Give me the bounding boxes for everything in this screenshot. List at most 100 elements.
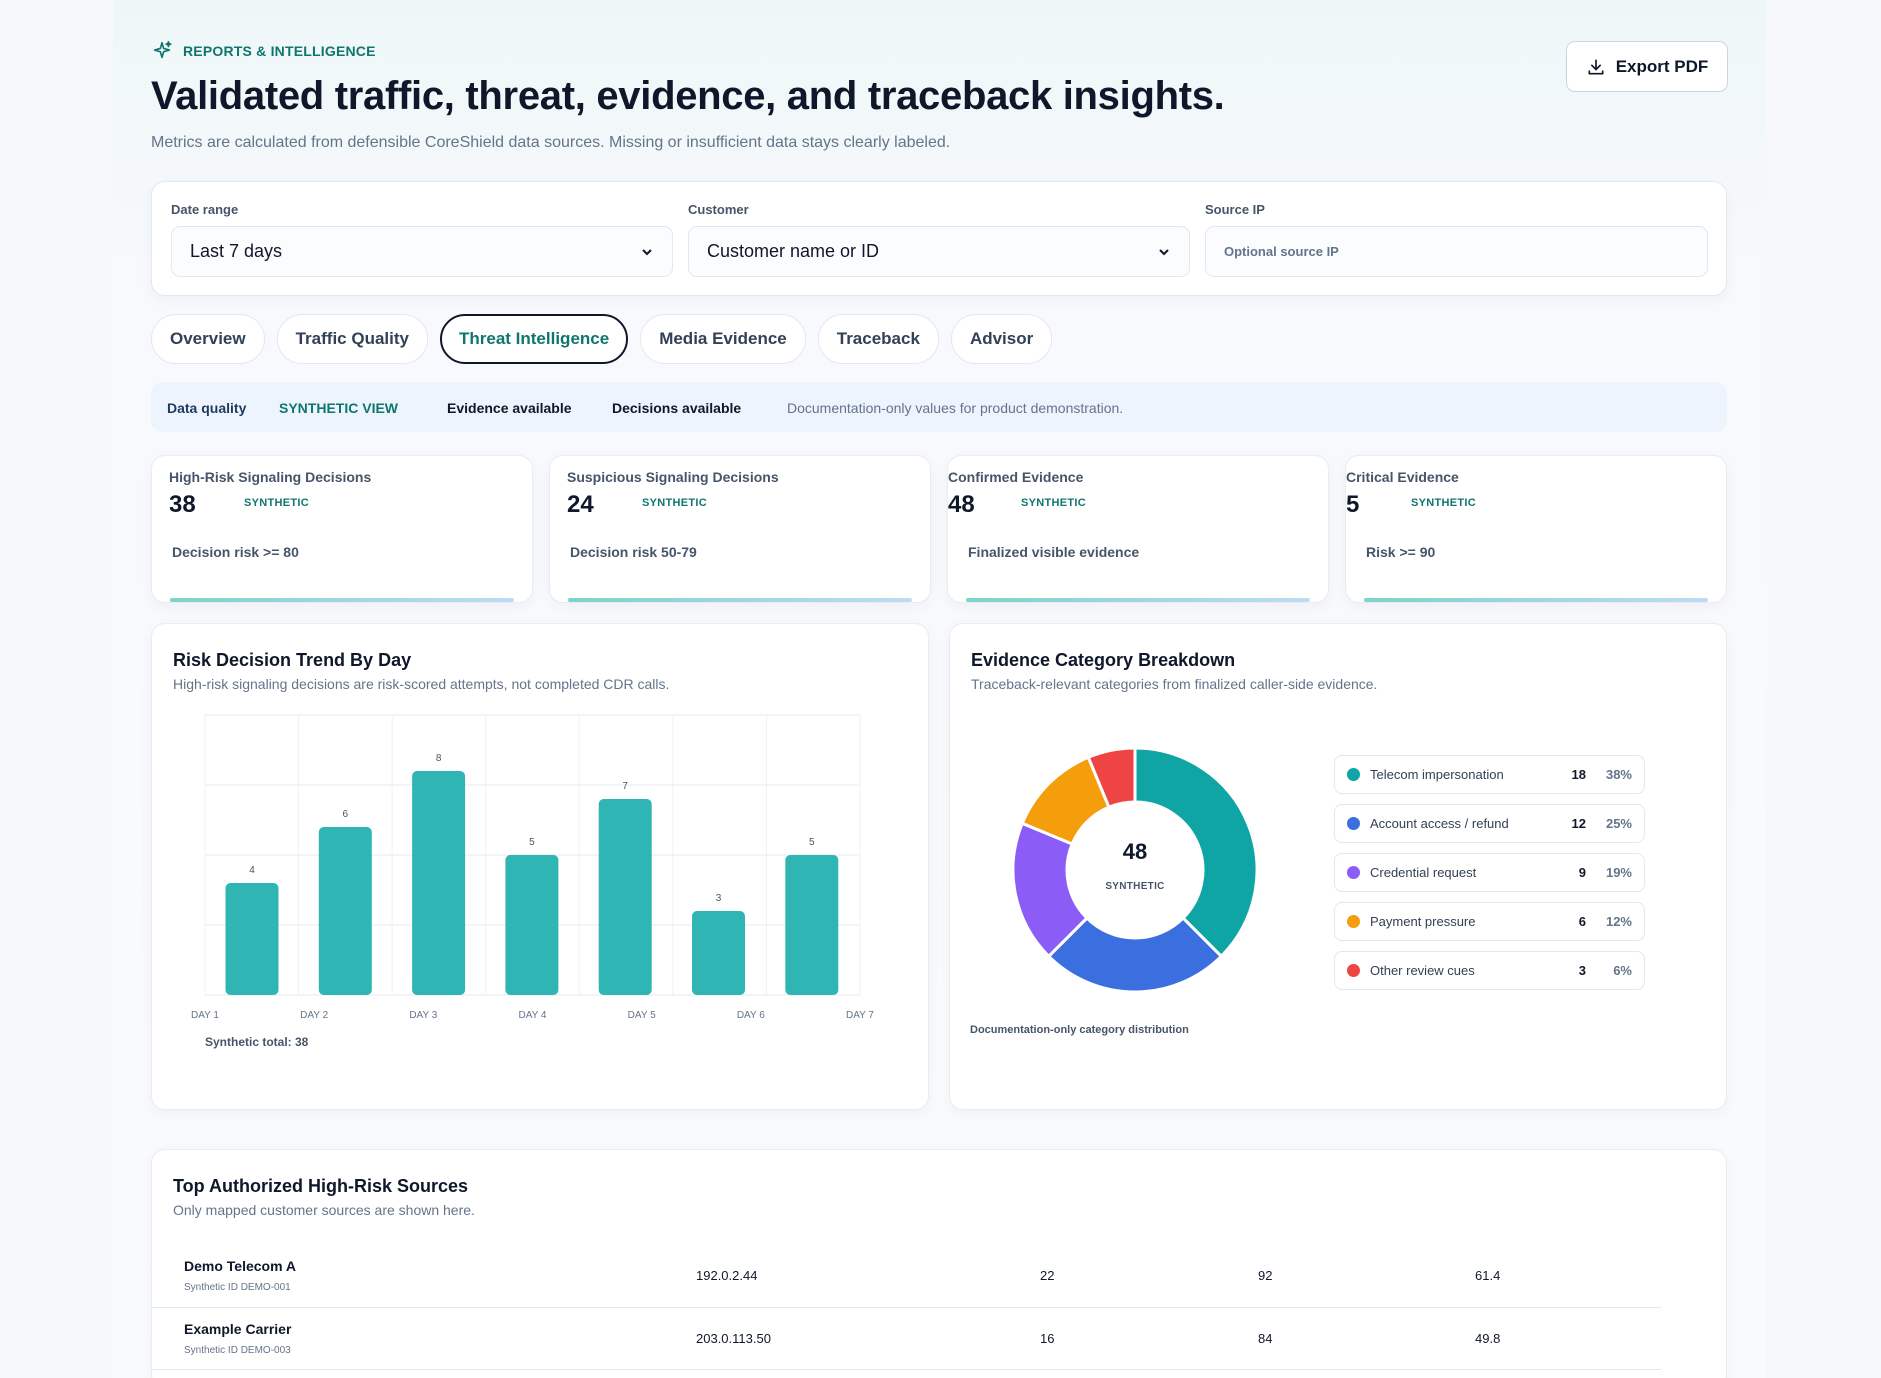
tab-overview[interactable]: Overview	[151, 314, 265, 364]
data-quality-bar: Data quality SYNTHETIC VIEW Evidence ava…	[151, 382, 1727, 432]
kpi-label: Suspicious Signaling Decisions	[567, 469, 779, 485]
legend-label: Credential request	[1370, 865, 1477, 880]
section-eyebrow: REPORTS & INTELLIGENCE	[151, 40, 376, 62]
legend-count: 9	[1578, 865, 1586, 880]
customer-select[interactable]: Customer name or ID	[688, 226, 1190, 277]
legend-swatch	[1347, 817, 1360, 830]
tab-media-evidence[interactable]: Media Evidence	[640, 314, 806, 364]
legend-item: Credential request 9 19%	[1334, 853, 1645, 892]
chevron-down-icon	[642, 248, 652, 255]
legend-item: Telecom impersonation 18 38%	[1334, 755, 1645, 794]
synthetic-view-badge: SYNTHETIC VIEW	[279, 400, 399, 416]
tab-traceback[interactable]: Traceback	[817, 314, 939, 364]
legend-label: Payment pressure	[1370, 914, 1476, 929]
source-ip-placeholder: Optional source IP	[1224, 244, 1339, 259]
data-label: 4	[249, 865, 255, 876]
table-row[interactable]: Example Carrier Synthetic ID DEMO-003 203…	[151, 1307, 1661, 1370]
kpi-card-high-risk: High-Risk Signaling Decisions 38 SYNTHET…	[151, 455, 533, 603]
kpi-tag: SYNTHETIC	[1021, 497, 1087, 509]
donut-slice	[1133, 746, 1259, 959]
legend-item: Other review cues 3 6%	[1334, 951, 1645, 990]
source-ip-input[interactable]: Optional source IP	[1205, 226, 1708, 277]
donut-center-label: SYNTHETIC	[1105, 881, 1165, 892]
top-sources-table: Demo Telecom A Synthetic ID DEMO-001 192.…	[151, 1245, 1661, 1370]
kpi-tag: SYNTHETIC	[1411, 497, 1477, 509]
legend-item: Payment pressure 6 12%	[1334, 902, 1645, 941]
donut-slice	[1086, 746, 1137, 810]
x-tick-label: DAY 7	[846, 1010, 874, 1021]
export-pdf-button[interactable]: Export PDF	[1566, 41, 1728, 92]
top-sources-subtitle: Only mapped customer sources are shown h…	[173, 1202, 475, 1218]
evidence-breakdown-footnote: Documentation-only category distribution	[970, 1024, 1189, 1036]
export-pdf-label: Export PDF	[1615, 56, 1709, 76]
kpi-label: Critical Evidence	[1346, 469, 1459, 485]
tab-traffic-quality[interactable]: Traffic Quality	[276, 314, 428, 364]
data-label: 6	[343, 809, 349, 820]
date-range-label: Date range	[171, 202, 239, 217]
data-label: 5	[809, 837, 815, 848]
legend-swatch	[1347, 866, 1360, 879]
date-range-filter: Date range Last 7 days	[171, 202, 673, 277]
top-sources-title: Top Authorized High-Risk Sources	[173, 1176, 469, 1196]
kpi-caption: Decision risk >= 80	[172, 544, 299, 560]
risk-trend-total: Synthetic total: 38	[205, 1035, 309, 1049]
legend-swatch	[1347, 915, 1360, 928]
x-tick-label: DAY 5	[628, 1010, 656, 1021]
page-title: Validated traffic, threat, evidence, and…	[151, 74, 1225, 118]
kpi-caption: Risk >= 90	[1366, 544, 1436, 560]
bar	[598, 799, 652, 995]
legend-label: Telecom impersonation	[1370, 767, 1504, 782]
source-score: 49.8	[1475, 1307, 1661, 1370]
filter-panel: Date range Last 7 days Customer Customer…	[151, 181, 1727, 296]
x-tick-label: DAY 1	[191, 1010, 219, 1021]
risk-trend-chart: 4 6 8 5 7 3 5 DAY 1 DAY 2 DAY 3 DAY 4 DAY 5 DAY 6 DAY…	[191, 714, 874, 1021]
kpi-label: High-Risk Signaling Decisions	[169, 469, 372, 485]
data-label: 7	[622, 781, 628, 792]
evidence-legend: Telecom impersonation 18 38% Account access…	[1334, 755, 1645, 1000]
source-ip-label: Source IP	[1205, 202, 1265, 217]
source-risk: 92	[1258, 1245, 1475, 1308]
x-tick-label: DAY 6	[737, 1010, 765, 1021]
x-tick-label: DAY 2	[300, 1010, 328, 1021]
source-name: Example Carrier	[184, 1320, 292, 1337]
kpi-card-confirmed-evidence: Confirmed Evidence 48 SYNTHETIC Finalize…	[947, 455, 1329, 603]
source-name: Demo Telecom A	[184, 1258, 297, 1275]
legend-count: 3	[1578, 963, 1586, 978]
kpi-accent-bar	[966, 598, 1310, 602]
tab-threat-intelligence[interactable]: Threat Intelligence	[439, 314, 629, 364]
data-label: 8	[436, 753, 442, 764]
kpi-caption: Decision risk 50-79	[570, 544, 697, 560]
eyebrow-label: REPORTS & INTELLIGENCE	[183, 43, 376, 59]
donut-center-value: 48	[1122, 839, 1148, 864]
legend-item: Account access / refund 12 25%	[1334, 804, 1645, 843]
kpi-card-critical-evidence: Critical Evidence 5 SYNTHETIC Risk >= 90	[1345, 455, 1727, 603]
source-score: 61.4	[1475, 1245, 1661, 1308]
kpi-label: Confirmed Evidence	[948, 469, 1084, 485]
x-tick-label: DAY 4	[519, 1010, 547, 1021]
page-subtitle: Metrics are calculated from defensible C…	[151, 134, 951, 151]
legend-count: 6	[1578, 914, 1586, 929]
evidence-donut-chart	[1011, 746, 1259, 994]
source-count: 16	[1040, 1307, 1258, 1370]
source-count: 22	[1040, 1245, 1258, 1308]
kpi-tag: SYNTHETIC	[642, 497, 708, 509]
source-id: Synthetic ID DEMO-003	[184, 1344, 291, 1356]
table-row[interactable]: Demo Telecom A Synthetic ID DEMO-001 192.…	[151, 1245, 1661, 1308]
customer-label: Customer	[688, 202, 749, 217]
date-range-select[interactable]: Last 7 days	[171, 226, 673, 277]
donut-slice	[1046, 915, 1224, 994]
legend-percent: 38%	[1605, 767, 1632, 782]
legend-percent: 19%	[1605, 865, 1632, 880]
kpi-accent-bar	[170, 598, 514, 602]
kpi-accent-bar	[1364, 598, 1708, 602]
evidence-status: Evidence available	[447, 400, 572, 416]
bar	[318, 827, 372, 995]
data-quality-label: Data quality	[167, 400, 247, 416]
kpi-value: 5	[1346, 491, 1360, 518]
legend-label: Account access / refund	[1370, 816, 1509, 831]
tab-advisor[interactable]: Advisor	[950, 314, 1053, 364]
risk-trend-title: Risk Decision Trend By Day	[173, 650, 412, 670]
kpi-value: 48	[948, 491, 975, 518]
source-ip: 203.0.113.50	[696, 1307, 1040, 1370]
bar	[412, 771, 466, 995]
